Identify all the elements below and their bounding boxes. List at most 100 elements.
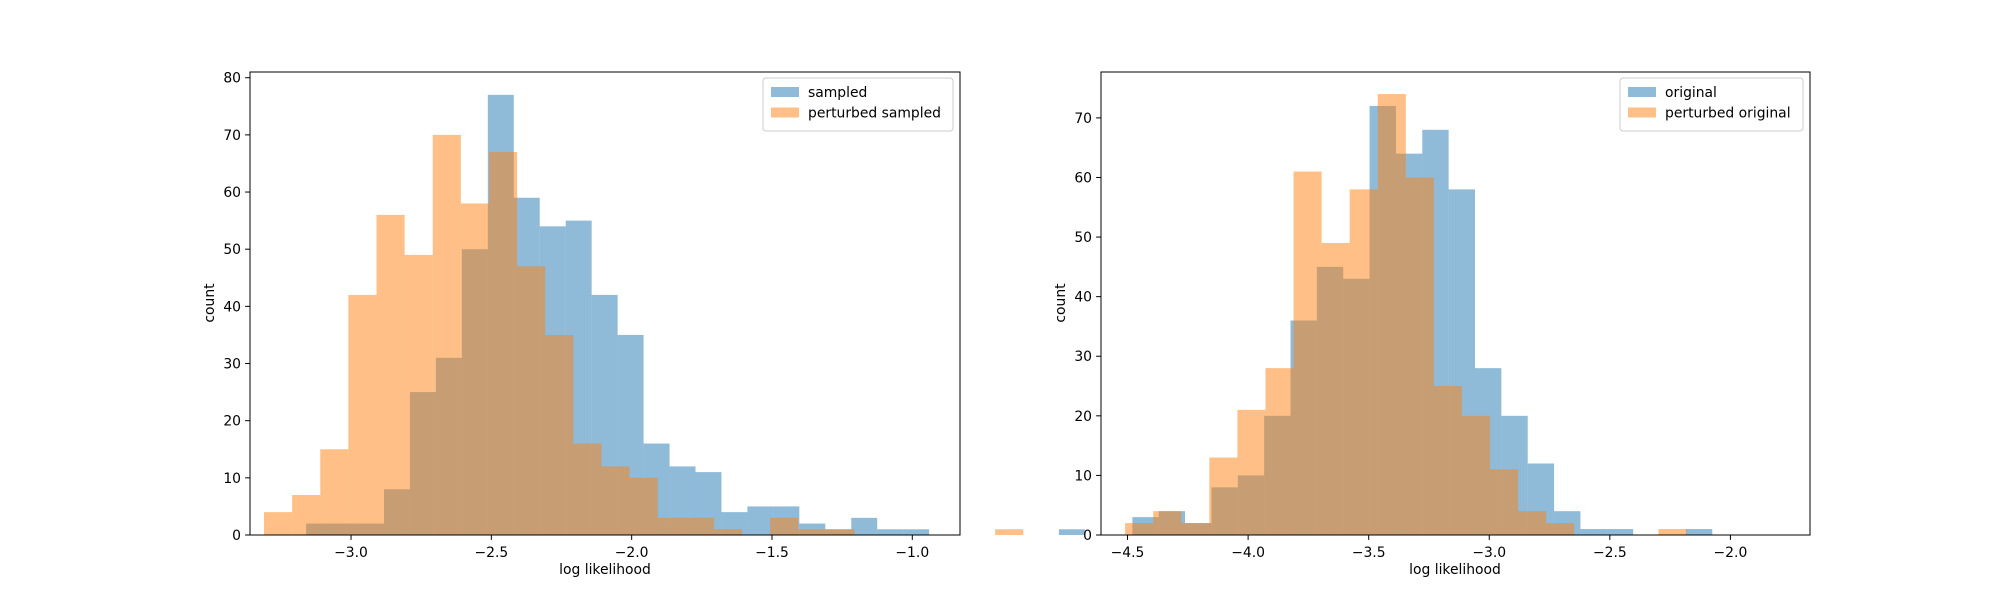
histogram-bar bbox=[995, 529, 1024, 535]
y-tick-label: 70 bbox=[1074, 111, 1092, 127]
y-tick-label: 20 bbox=[223, 414, 241, 430]
x-tick-label: −2.5 bbox=[1593, 545, 1627, 561]
y-tick-label: 60 bbox=[1074, 170, 1092, 186]
histogram-bar bbox=[1606, 529, 1634, 535]
y-tick-label: 80 bbox=[223, 71, 241, 87]
series-perturbed-sampled bbox=[264, 134, 1024, 535]
y-axis-label: count bbox=[1053, 283, 1069, 323]
histogram-bar bbox=[573, 443, 602, 535]
legend-swatch bbox=[1628, 107, 1656, 118]
histogram-bar bbox=[264, 512, 293, 535]
histogram-bar bbox=[1405, 177, 1434, 535]
y-tick-label: 50 bbox=[223, 242, 241, 258]
histogram-bar bbox=[1125, 523, 1154, 535]
x-tick-label: −2.5 bbox=[474, 545, 508, 561]
y-axis-label: count bbox=[202, 283, 218, 323]
x-tick-label: −3.0 bbox=[334, 545, 368, 561]
y-tick-label: 30 bbox=[223, 357, 241, 373]
histogram-bar bbox=[1461, 415, 1491, 535]
histogram-bar bbox=[404, 254, 433, 535]
x-tick-label: −2.0 bbox=[1714, 545, 1748, 561]
histogram-bar bbox=[851, 517, 878, 535]
histogram-bar bbox=[1321, 243, 1350, 535]
x-axis-label: log likelihood bbox=[1409, 562, 1501, 578]
histogram-bar bbox=[292, 494, 321, 535]
series-perturbed-original bbox=[1125, 94, 1687, 536]
y-tick-label: 10 bbox=[1074, 468, 1092, 484]
histogram-bar bbox=[1058, 529, 1085, 535]
legend-box bbox=[762, 77, 954, 132]
histogram-bar bbox=[713, 529, 743, 535]
histogram-bar bbox=[1546, 523, 1575, 535]
y-tick-label: 30 bbox=[1074, 349, 1092, 365]
x-tick-label: −1.5 bbox=[755, 545, 789, 561]
histogram-bar bbox=[320, 449, 349, 535]
x-axis-label: log likelihood bbox=[559, 562, 651, 578]
histogram-bar bbox=[747, 506, 774, 535]
x-tick-label: −1.0 bbox=[895, 545, 929, 561]
histogram-bar bbox=[1209, 457, 1238, 535]
y-tick-label: 50 bbox=[1074, 230, 1092, 246]
legend-swatch bbox=[1628, 87, 1656, 97]
x-axis-ticks: −4.5 −4.0 −3.5 −3.0 −2.5 −2.0 bbox=[1111, 535, 1748, 561]
histogram-bar bbox=[348, 294, 377, 535]
x-tick-label: −4.5 bbox=[1111, 545, 1145, 561]
legend: sampled perturbed sampled bbox=[762, 77, 954, 132]
histogram-bar bbox=[432, 134, 461, 535]
histogram-panel-sampled: −3.0 −2.5 −2.0 −1.5 −1.0 0 10 20 30 40 50 60 70 80 l… bbox=[202, 71, 1085, 578]
histogram-bar bbox=[1153, 511, 1182, 535]
histogram-bar bbox=[685, 517, 714, 535]
y-tick-label: 10 bbox=[223, 471, 241, 487]
y-tick-label: 70 bbox=[223, 128, 241, 144]
histogram-bar bbox=[629, 477, 658, 535]
histogram-bar bbox=[877, 529, 904, 535]
histogram-bar bbox=[1490, 469, 1519, 535]
legend-label: perturbed sampled bbox=[808, 106, 941, 122]
y-tick-label: 60 bbox=[223, 185, 241, 201]
y-axis-ticks: 0 10 20 30 40 50 60 70 bbox=[1074, 111, 1101, 544]
legend-swatch bbox=[771, 87, 799, 97]
axes-frame bbox=[249, 71, 961, 536]
histogram-bar bbox=[1518, 511, 1547, 535]
histogram-bar bbox=[1377, 94, 1406, 536]
x-tick-label: −3.5 bbox=[1352, 545, 1386, 561]
legend-item-perturbed-original: perturbed original bbox=[1628, 106, 1791, 122]
histogram-bar bbox=[903, 529, 930, 535]
histogram-bar bbox=[517, 266, 546, 535]
histogram-panel-original: −4.5 −4.0 −3.5 −3.0 −2.5 −2.0 0 10 20 30 40 50 60 70… bbox=[1053, 71, 1811, 578]
histogram-bar bbox=[1181, 523, 1210, 535]
y-tick-label: 0 bbox=[232, 528, 241, 544]
histogram-bar bbox=[460, 203, 489, 535]
bars-layer bbox=[264, 94, 1085, 536]
legend-label: perturbed original bbox=[1665, 106, 1791, 122]
histogram-bar bbox=[1433, 386, 1462, 535]
bars-layer bbox=[1125, 94, 1713, 536]
y-tick-label: 40 bbox=[223, 299, 241, 315]
histogram-bar bbox=[1265, 368, 1294, 535]
legend-item-perturbed-sampled: perturbed sampled bbox=[771, 106, 941, 122]
legend-swatch bbox=[771, 107, 799, 118]
x-tick-label: −4.0 bbox=[1231, 545, 1265, 561]
histogram-bar bbox=[1658, 529, 1687, 535]
y-axis-ticks: 0 10 20 30 40 50 60 70 80 bbox=[223, 71, 250, 544]
x-tick-label: −2.0 bbox=[615, 545, 649, 561]
legend-item-original: original bbox=[1628, 85, 1717, 101]
axes-frame bbox=[1100, 71, 1811, 536]
histogram-bar bbox=[1580, 529, 1607, 535]
legend-box bbox=[1619, 77, 1804, 132]
histogram-bar bbox=[826, 529, 855, 535]
histogram-bar bbox=[1685, 529, 1713, 535]
histogram-bar bbox=[1237, 409, 1266, 535]
histogram-bar bbox=[657, 517, 686, 535]
histogram-bar bbox=[601, 466, 630, 535]
x-tick-label: −3.0 bbox=[1472, 545, 1506, 561]
y-tick-label: 40 bbox=[1074, 290, 1092, 306]
histogram-bar bbox=[1293, 171, 1322, 535]
histogram-bar bbox=[545, 334, 574, 535]
x-axis-ticks: −3.0 −2.5 −2.0 −1.5 −1.0 bbox=[334, 535, 929, 561]
histogram-bar bbox=[488, 152, 518, 535]
histogram-bar bbox=[770, 517, 799, 535]
histogram-bar bbox=[376, 214, 405, 535]
histogram-bar bbox=[798, 529, 827, 535]
